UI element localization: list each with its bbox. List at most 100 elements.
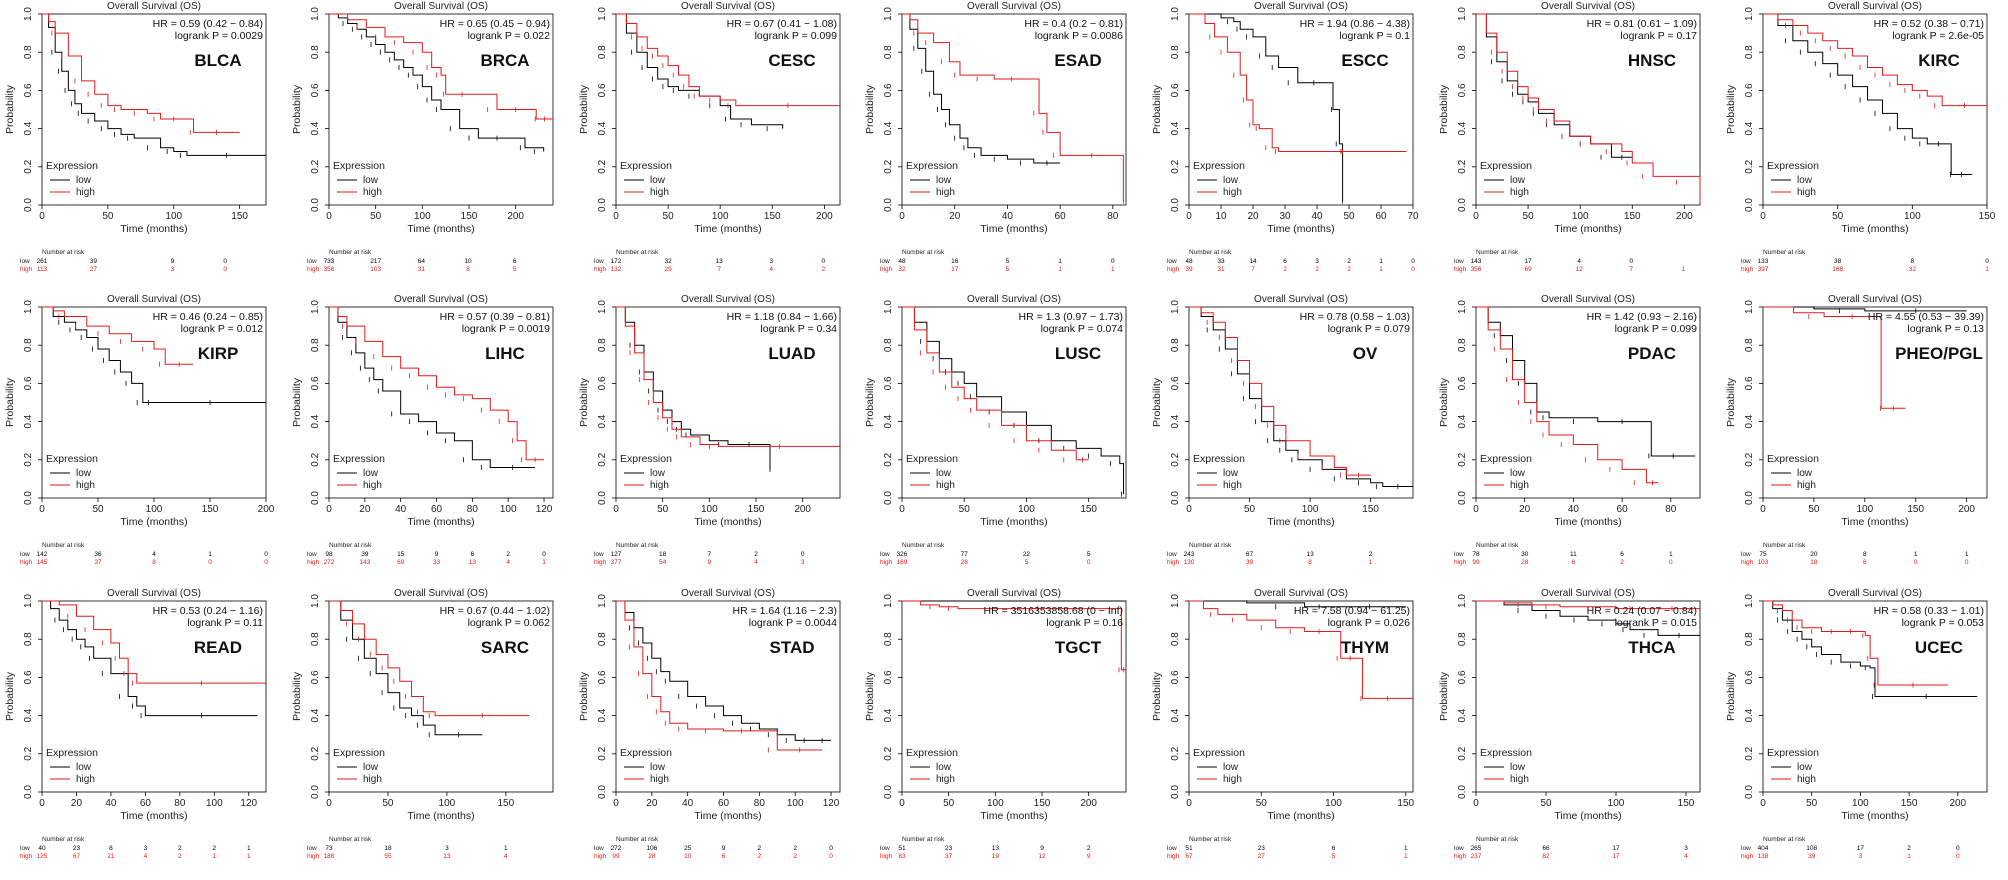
legend-title: Expression bbox=[906, 747, 958, 759]
risk-high-label: high bbox=[594, 559, 607, 566]
x-tick-label: 100 bbox=[711, 211, 728, 222]
risk-low-count: 6 bbox=[470, 551, 474, 558]
y-tick-label: 0.2 bbox=[310, 453, 321, 467]
y-tick-label: 0.8 bbox=[597, 45, 608, 59]
hazard-ratio: HR = 0.67 (0.41 − 1.08) bbox=[726, 18, 836, 30]
low-expression-curve bbox=[1476, 306, 1696, 457]
legend-title: Expression bbox=[1480, 160, 1532, 172]
legend-low-label: low bbox=[650, 175, 666, 186]
y-tick-label: 0.8 bbox=[1170, 631, 1181, 645]
logrank-p: logrank P = 0.0044 bbox=[748, 617, 836, 629]
risk-high-count: 8 bbox=[466, 266, 470, 273]
risk-high-count: 39 bbox=[1808, 853, 1816, 860]
x-tick-label: 0 bbox=[1760, 798, 1766, 809]
plot-title: Overall Survival (OS) bbox=[1828, 294, 1922, 305]
risk-low-count: 16 bbox=[951, 258, 959, 265]
risk-high-count: 145 bbox=[37, 559, 48, 566]
risk-high-count: 1 bbox=[1059, 266, 1063, 273]
km-plot-hnsc: Overall Survival (OS) 0.0 0.2 0.4 0.6 0.8 1.0 P… bbox=[1438, 1, 1701, 273]
y-tick-label: 1.0 bbox=[23, 300, 34, 314]
legend-low-label: low bbox=[1223, 762, 1239, 773]
risk-high-label: high bbox=[1167, 266, 1180, 273]
y-tick-label: 0.2 bbox=[883, 746, 894, 760]
risk-high-count: 0 bbox=[1914, 559, 1918, 566]
y-tick-label: 0.8 bbox=[1457, 631, 1468, 645]
plot-frame bbox=[328, 600, 554, 792]
km-plot-pdac: Overall Survival (OS) 0.0 0.2 0.4 0.6 0.8 1.0 P… bbox=[1438, 294, 1701, 566]
risk-low-count: 1 bbox=[1914, 551, 1918, 558]
x-tick-label: 50 bbox=[1540, 798, 1552, 809]
x-tick-label: 0 bbox=[39, 211, 45, 222]
risk-high-count: 6 bbox=[721, 853, 725, 860]
risk-low-count: 75 bbox=[1759, 551, 1767, 558]
y-tick-label: 0.4 bbox=[597, 708, 608, 722]
risk-low-label: low bbox=[594, 551, 604, 558]
risk-low-count: 67 bbox=[1246, 551, 1254, 558]
y-tick-label: 0.6 bbox=[1457, 670, 1468, 684]
plot-frame bbox=[1188, 306, 1414, 499]
risk-low-count: 66 bbox=[1542, 845, 1550, 852]
km-plot-cesc: Overall Survival (OS) 0.0 0.2 0.4 0.6 0.8 1.0 P… bbox=[578, 1, 840, 273]
risk-high-count: 2 bbox=[1283, 266, 1287, 273]
risk-high-label: high bbox=[880, 266, 893, 273]
km-plot-pheo-pgl: Overall Survival (OS) 0.0 0.2 0.4 0.6 0.8 1.0 P… bbox=[1725, 294, 1988, 566]
y-tick-label: 0.8 bbox=[1170, 45, 1181, 59]
hazard-ratio: HR = 1.64 (1.16 − 2.3) bbox=[732, 605, 836, 617]
risk-low-count: 2 bbox=[793, 845, 797, 852]
logrank-p: logrank P = 0.099 bbox=[1615, 323, 1698, 335]
high-expression-curve bbox=[1476, 600, 1700, 609]
risk-low-count: 0 bbox=[1111, 258, 1115, 265]
risk-high-count: 125 bbox=[37, 853, 48, 860]
risk-high-count: 7 bbox=[717, 266, 721, 273]
y-tick-label: 0.6 bbox=[310, 376, 321, 390]
risk-high-count: 356 bbox=[323, 266, 334, 273]
legend-title: Expression bbox=[1767, 747, 1819, 759]
legend-low-label: low bbox=[1797, 468, 1813, 479]
risk-low-count: 0 bbox=[821, 258, 825, 265]
legend-title: Expression bbox=[620, 747, 672, 759]
y-tick-label: 0.2 bbox=[1170, 746, 1181, 760]
risk-low-count: 3 bbox=[144, 845, 148, 852]
y-tick-label: 0.4 bbox=[310, 415, 321, 429]
risk-high-count: 1 bbox=[1369, 559, 1373, 566]
risk-high-count: 9 bbox=[707, 559, 711, 566]
y-tick-label: 0.2 bbox=[1457, 453, 1468, 467]
x-tick-label: 0 bbox=[1760, 211, 1766, 222]
legend-low-label: low bbox=[1223, 468, 1239, 479]
logrank-p: logrank P = 2.6e-05 bbox=[1892, 30, 1984, 42]
y-tick-label: 0.0 bbox=[1457, 784, 1468, 798]
risk-low-count: 3 bbox=[1684, 845, 1688, 852]
y-tick-label: 0.4 bbox=[1170, 121, 1181, 135]
plot-frame bbox=[328, 306, 554, 499]
km-plot-thym: Overall Survival (OS) 0.0 0.2 0.4 0.6 0.8 1.0 P… bbox=[1151, 588, 1415, 860]
y-tick-label: 0.0 bbox=[1744, 784, 1755, 798]
risk-high-label: high bbox=[1741, 559, 1754, 566]
y-tick-label: 0.6 bbox=[883, 376, 894, 390]
y-tick-label: 0.8 bbox=[883, 45, 894, 59]
risk-high-count: 9 bbox=[1087, 853, 1091, 860]
km-plot-ov: Overall Survival (OS) 0.0 0.2 0.4 0.6 0.8 1.0 P… bbox=[1151, 294, 1414, 566]
risk-high-count: 13 bbox=[469, 559, 477, 566]
x-axis-label: Time (months) bbox=[694, 223, 761, 235]
risk-high-count: 28 bbox=[648, 853, 656, 860]
risk-low-count: 0 bbox=[542, 551, 546, 558]
y-tick-label: 0.2 bbox=[23, 159, 34, 173]
risk-high-count: 103 bbox=[370, 266, 381, 273]
plot-frame bbox=[328, 13, 554, 206]
risk-low-count: 40 bbox=[38, 845, 46, 852]
risk-low-label: low bbox=[1167, 258, 1177, 265]
x-axis-label: Time (months) bbox=[1268, 516, 1335, 528]
y-tick-label: 0.0 bbox=[23, 198, 34, 212]
risk-high-label: high bbox=[1741, 853, 1754, 860]
x-tick-label: 0 bbox=[1186, 211, 1192, 222]
high-expression-curve bbox=[615, 13, 840, 107]
x-tick-label: 20 bbox=[1519, 504, 1531, 515]
risk-high-count: 0 bbox=[829, 853, 833, 860]
x-tick-label: 0 bbox=[39, 798, 45, 809]
x-tick-label: 200 bbox=[1676, 211, 1693, 222]
y-tick-label: 0.0 bbox=[883, 198, 894, 212]
x-tick-label: 150 bbox=[202, 504, 219, 515]
x-tick-label: 20 bbox=[646, 798, 658, 809]
legend-title: Expression bbox=[1193, 453, 1245, 465]
risk-high-count: 32 bbox=[899, 266, 907, 273]
